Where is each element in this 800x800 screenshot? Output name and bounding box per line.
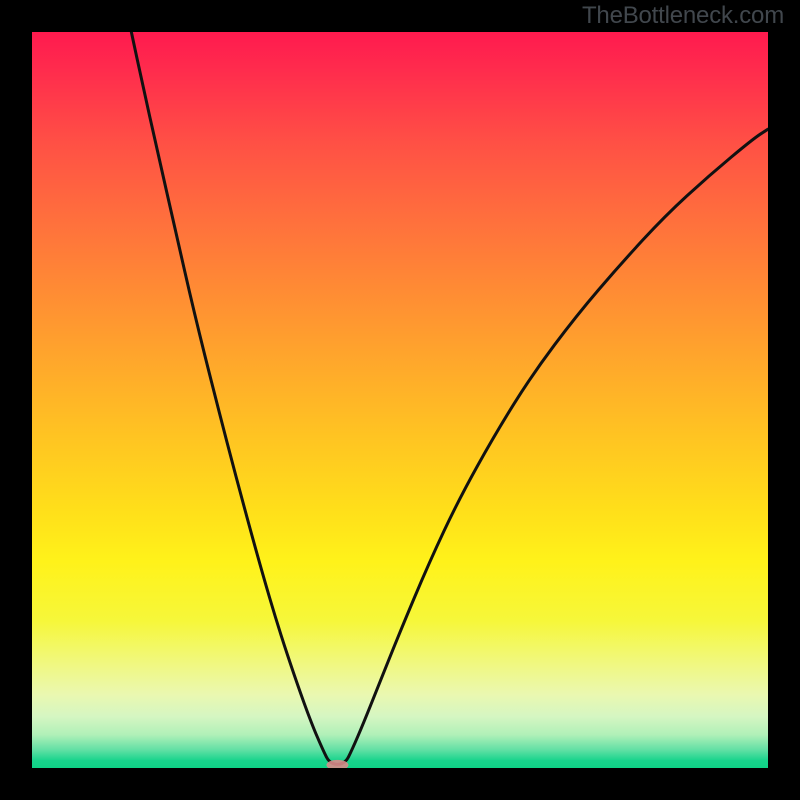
bottleneck-chart: [0, 0, 800, 800]
dip-marker: [326, 760, 348, 770]
chart-frame: TheBottleneck.com: [0, 0, 800, 800]
watermark-label: TheBottleneck.com: [582, 2, 784, 30]
plot-background: [32, 32, 768, 768]
